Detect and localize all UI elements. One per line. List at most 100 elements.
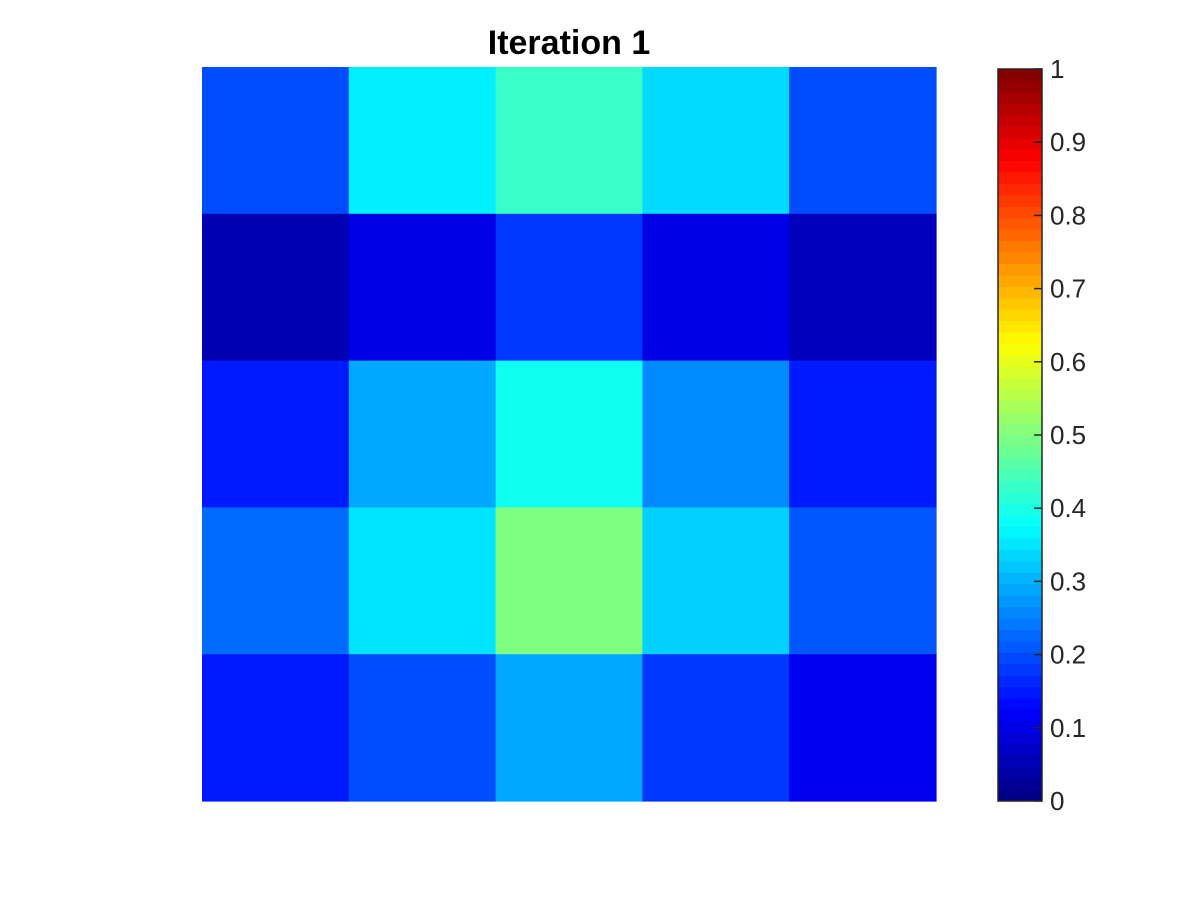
colorbar-segment: [998, 618, 1042, 630]
colorbar-segment: [998, 492, 1042, 505]
colorbar-segment: [998, 126, 1042, 139]
colorbar-segment: [998, 183, 1042, 196]
colorbar-segment: [998, 252, 1042, 264]
colorbar-segment: [998, 686, 1042, 699]
chart-title: Iteration 1: [488, 24, 650, 62]
colorbar-tick-label: 0.4: [1050, 493, 1086, 523]
heatmap-cell-r1-c1: [202, 67, 350, 215]
heatmap-cell-r5-c5: [789, 654, 937, 802]
colorbar-segment: [998, 389, 1042, 402]
colorbar-segment: [998, 240, 1042, 253]
colorbar-segment: [998, 137, 1042, 150]
colorbar-segment: [998, 720, 1042, 733]
colorbar-segment: [998, 446, 1042, 459]
colorbar-segment: [998, 423, 1042, 436]
colorbar-segment: [998, 297, 1042, 310]
heatmap-cell-r2-c2: [348, 213, 497, 362]
colorbar-tick-label: 0.9: [1050, 127, 1086, 157]
heatmap-cell-r2-c5: [789, 213, 937, 362]
colorbar-tick-label: 0.7: [1050, 274, 1086, 304]
colorbar-tick-label: 0.5: [1050, 420, 1086, 450]
heatmap-cell-r1-c2: [348, 67, 497, 215]
colorbar-segment: [998, 698, 1042, 710]
heatmap-cell-r3-c4: [642, 360, 790, 508]
heatmap-cell-r2-c1: [202, 213, 350, 362]
colorbar-segment: [998, 755, 1042, 768]
colorbar-segment: [998, 114, 1042, 127]
colorbar-segment: [998, 80, 1042, 93]
heatmap-cell-r2-c3: [495, 213, 643, 362]
heatmap-cell-r1-c3: [495, 67, 643, 215]
colorbar-segment: [998, 778, 1042, 791]
heatmap-cell-r3-c2: [348, 360, 497, 508]
heatmap-cell-r4-c5: [789, 507, 937, 655]
heatmap-cell-r5-c3: [495, 654, 643, 802]
colorbar-segment: [998, 103, 1042, 116]
colorbar-segment: [998, 640, 1042, 653]
colorbar-segment: [998, 194, 1042, 207]
heatmap-cell-r3-c5: [789, 360, 937, 508]
colorbar-segment: [998, 435, 1042, 447]
colorbar-segment: [998, 332, 1042, 344]
colorbar-tick-label: 0.6: [1050, 347, 1086, 377]
colorbar-segment: [998, 309, 1042, 322]
colorbar-tick-label: 0: [1050, 786, 1064, 816]
heatmap-cell-r3-c1: [202, 360, 350, 508]
heatmap-cell-r4-c1: [202, 507, 350, 655]
heatmap-cell-r5-c1: [202, 654, 350, 802]
colorbar-segment: [998, 206, 1042, 219]
colorbar-segment: [998, 572, 1042, 585]
colorbar-tick-label: 0.3: [1050, 566, 1086, 596]
colorbar-segment: [998, 629, 1042, 642]
colorbar-segment: [998, 652, 1042, 665]
heatmap-cell-r4-c3: [495, 507, 643, 655]
heatmap-cell-r5-c4: [642, 654, 790, 802]
heatmap-cell-r4-c2: [348, 507, 497, 655]
colorbar-segment: [998, 789, 1042, 802]
colorbar-segment: [998, 229, 1042, 242]
colorbar-segment: [998, 320, 1042, 333]
colorbar-segment: [998, 537, 1042, 550]
heatmap-cell-r4-c4: [642, 507, 790, 655]
colorbar-segment: [998, 366, 1042, 379]
colorbar-segment: [998, 160, 1042, 173]
heatmap-cell-r5-c2: [348, 654, 497, 802]
colorbar-tick-label: 0.8: [1050, 200, 1086, 230]
colorbar: 0 0.1 0.2 0.3 0.4 0.5 0.6 0.7 0.8 0.9 1: [997, 54, 1086, 816]
heatmap-cell-r2-c4: [642, 213, 790, 362]
colorbar-segment: [998, 709, 1042, 722]
colorbar-segment: [998, 766, 1042, 779]
colorbar-segment: [998, 274, 1042, 287]
heatmap-cell-r3-c3: [495, 360, 643, 508]
colorbar-segment: [998, 480, 1042, 493]
colorbar-segment: [998, 606, 1042, 619]
colorbar-segment: [998, 515, 1042, 527]
colorbar-segment: [998, 354, 1042, 367]
heatmap-cell-r1-c5: [789, 67, 937, 215]
colorbar-segment: [998, 675, 1042, 688]
colorbar-segment: [998, 400, 1042, 413]
colorbar-segment: [998, 171, 1042, 184]
colorbar-tick-label: 0.2: [1050, 640, 1086, 670]
colorbar-segment: [998, 263, 1042, 276]
colorbar-segment: [998, 91, 1042, 104]
colorbar-segment: [998, 732, 1042, 745]
colorbar-segment: [998, 286, 1042, 299]
colorbar-segment: [998, 503, 1042, 516]
colorbar-segment: [998, 217, 1042, 230]
colorbar-segment: [998, 526, 1042, 539]
colorbar-segment: [998, 583, 1042, 596]
heatmap-cell-r1-c4: [642, 67, 790, 215]
colorbar-segment: [998, 457, 1042, 470]
colorbar-segment: [998, 560, 1042, 573]
colorbar-segment: [998, 663, 1042, 676]
colorbar-segment: [998, 549, 1042, 562]
colorbar-segment: [998, 69, 1042, 81]
colorbar-segment: [998, 343, 1042, 356]
colorbar-segment: [998, 412, 1042, 425]
colorbar-tick-label: 1: [1050, 54, 1064, 84]
colorbar-segment: [998, 469, 1042, 482]
heatmap-grid: [202, 67, 937, 802]
colorbar-segment: [998, 149, 1042, 161]
